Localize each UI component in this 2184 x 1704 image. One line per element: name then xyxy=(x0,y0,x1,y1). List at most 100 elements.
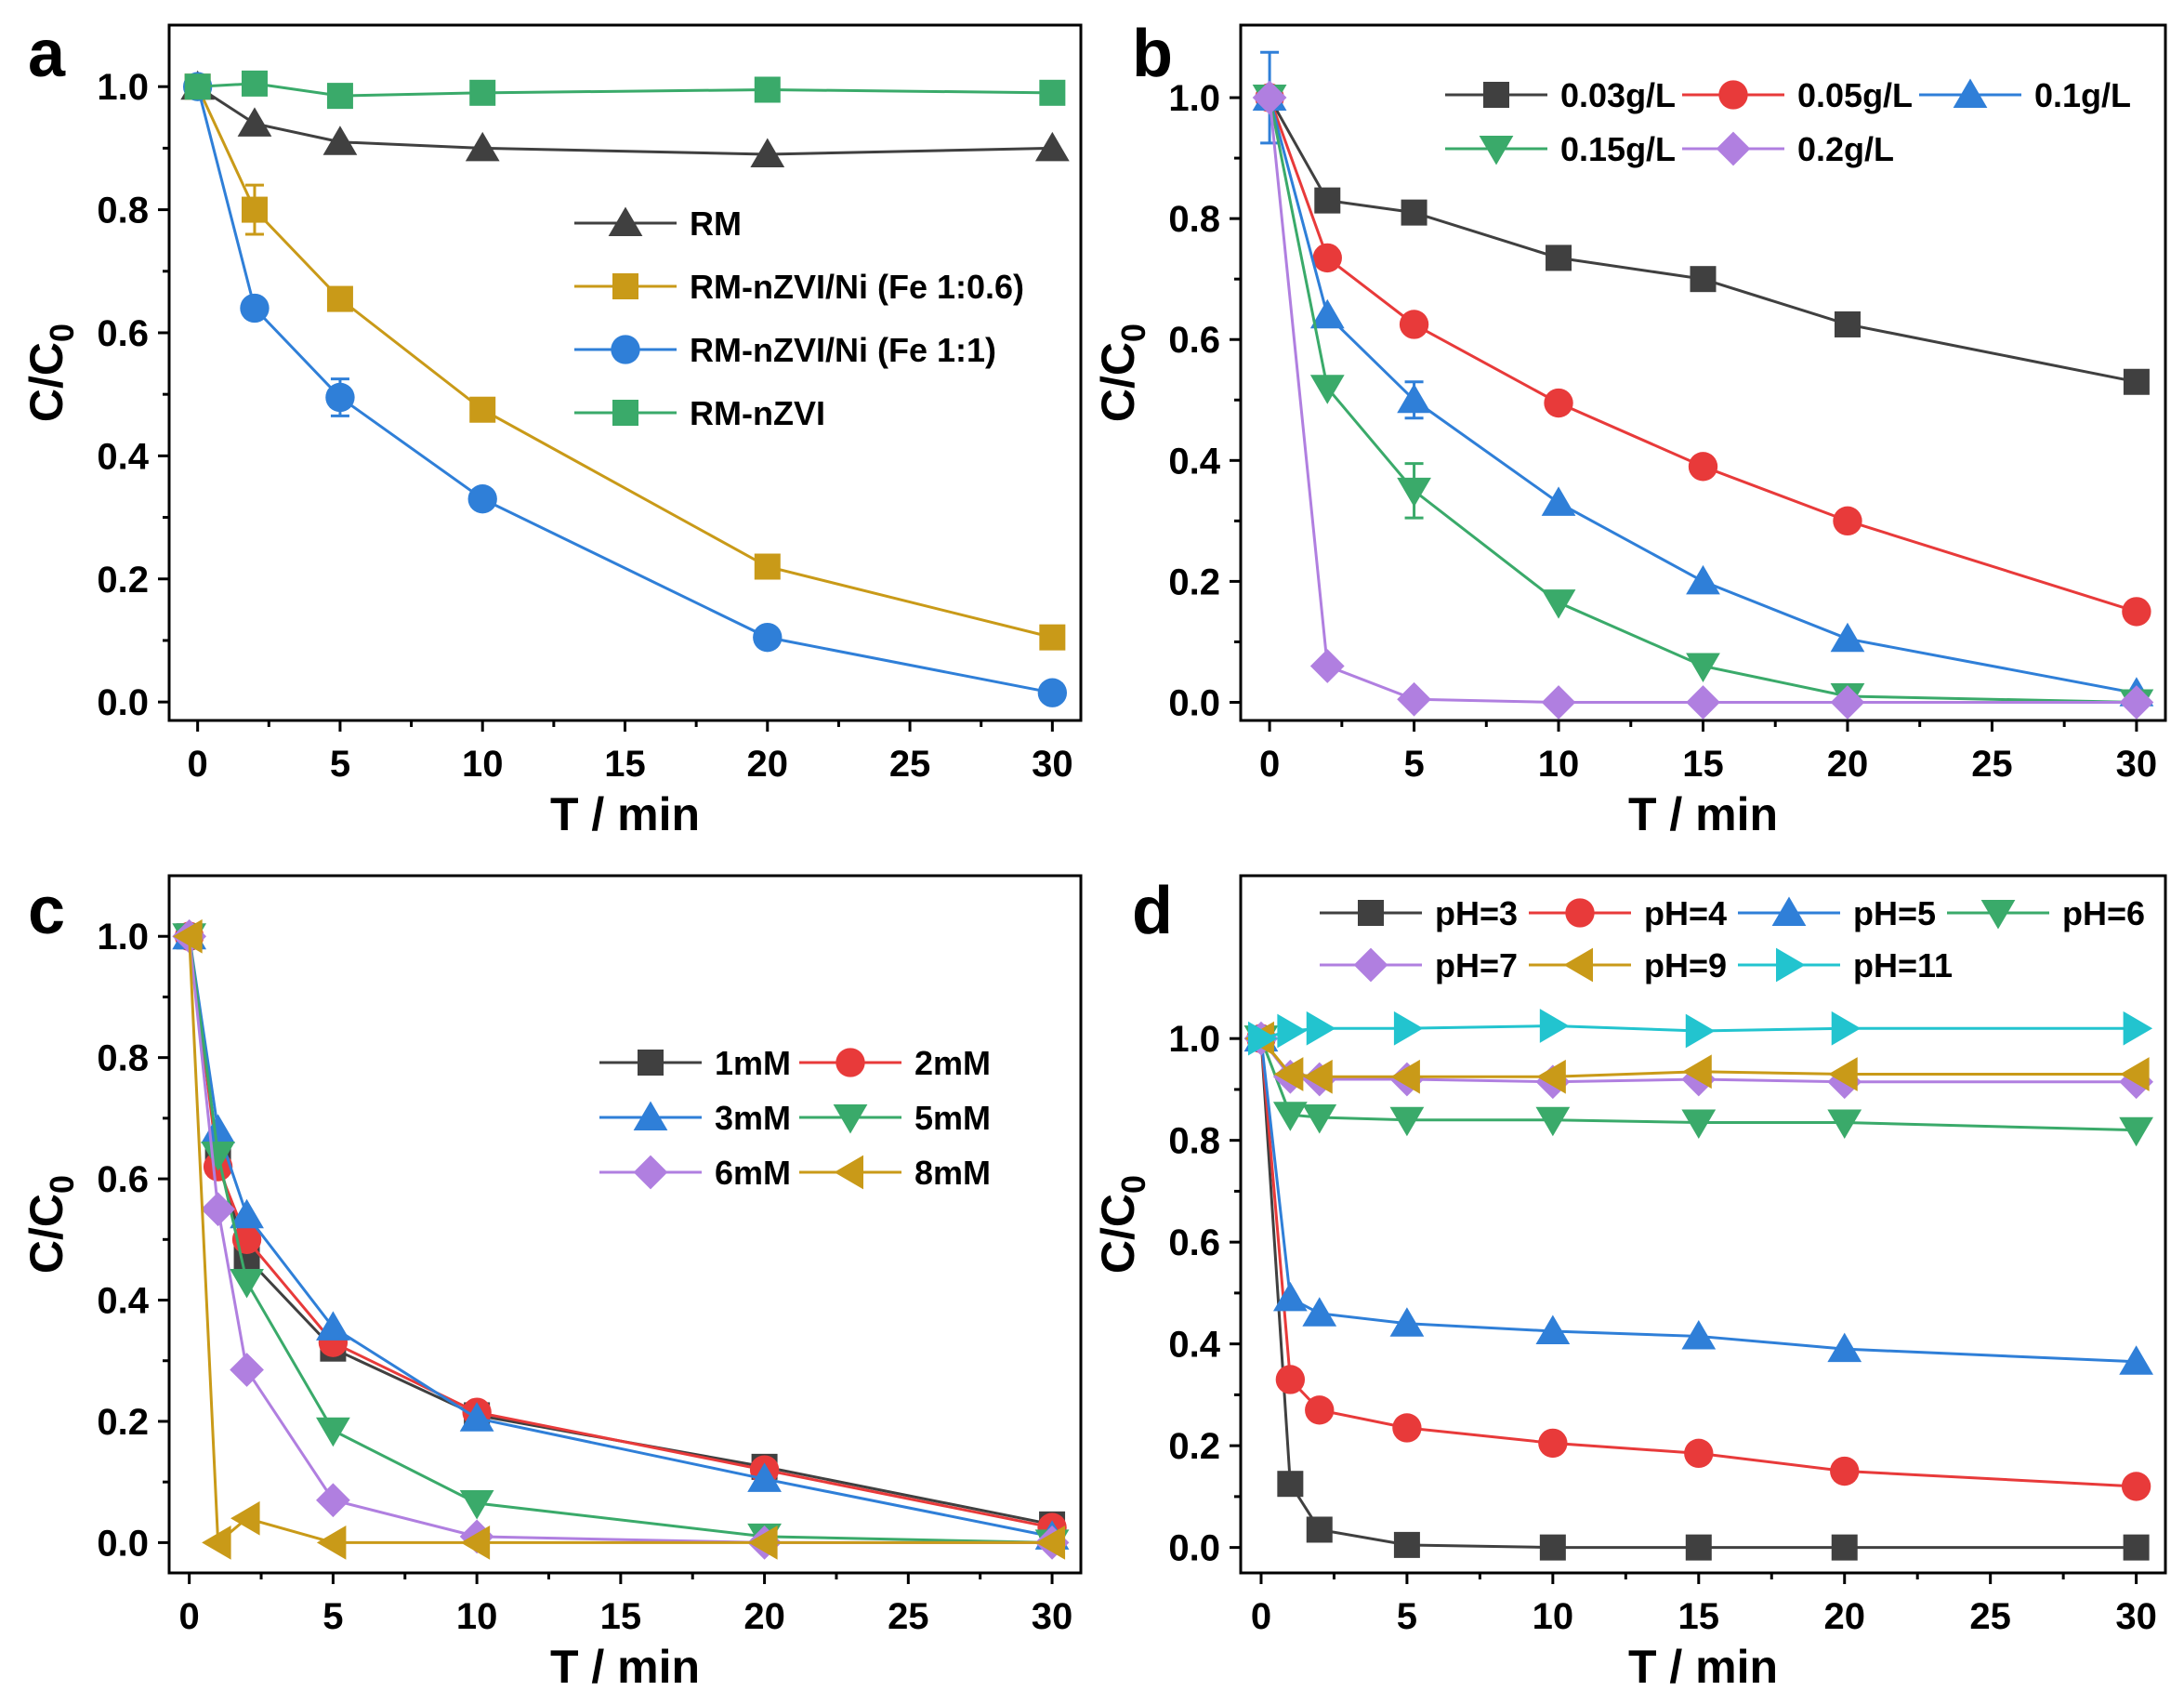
data-point xyxy=(1828,1057,1858,1091)
data-point xyxy=(1830,622,1865,653)
data-point xyxy=(467,484,497,514)
y-tick-label: 0.6 xyxy=(97,313,149,354)
legend-marker xyxy=(1771,896,1807,926)
data-point xyxy=(2119,1116,2153,1147)
y-tick-label: 0.2 xyxy=(97,1402,149,1443)
legend-label: pH=6 xyxy=(2062,894,2145,932)
legend-marker xyxy=(633,1155,668,1190)
data-point xyxy=(1686,653,1720,682)
legend-marker xyxy=(608,206,643,236)
x-axis-label: T / min xyxy=(550,1641,700,1693)
legend-item: 6mM xyxy=(599,1154,791,1192)
x-tick-label: 30 xyxy=(2115,1596,2157,1637)
data-point xyxy=(241,196,268,223)
legend-item: pH=7 xyxy=(1320,946,1518,984)
legend-marker xyxy=(1479,136,1514,165)
data-point xyxy=(1397,681,1431,717)
series-line xyxy=(1268,97,2137,704)
data-point xyxy=(1277,1471,1304,1498)
data-point xyxy=(1690,266,1717,293)
data-point xyxy=(465,131,500,162)
data-point xyxy=(230,1198,264,1229)
data-point xyxy=(1312,243,1342,273)
y-tick-label: 0.8 xyxy=(1168,199,1220,240)
y-axis-label-main: C/C xyxy=(1092,1194,1144,1274)
x-tick-label: 10 xyxy=(456,1596,498,1637)
legend-label: 3mM xyxy=(715,1099,791,1137)
series-RM-nZVI/Ni (Fe 1:1) xyxy=(182,72,1068,707)
series-line xyxy=(1268,97,2137,704)
data-point xyxy=(1831,1534,1858,1561)
x-tick-label: 25 xyxy=(1971,744,2013,785)
x-tick-label: 5 xyxy=(322,1596,343,1637)
data-point xyxy=(1535,1314,1571,1344)
legend-item: pH=6 xyxy=(1947,894,2145,932)
data-point xyxy=(1302,1104,1337,1134)
x-tick-label: 0 xyxy=(1259,744,1280,785)
series-0.2g/L xyxy=(1252,80,2154,720)
series-5mM xyxy=(172,923,1070,1559)
series-line xyxy=(188,936,1053,1546)
x-axis-label: T / min xyxy=(550,788,700,840)
data-point xyxy=(326,83,353,110)
x-tick-label: 30 xyxy=(1032,744,1073,785)
legend-label: RM-nZVI/Ni (Fe 1:1) xyxy=(690,331,996,369)
y-tick-label: 0.0 xyxy=(97,682,149,723)
legend-item: 0.15g/L xyxy=(1445,130,1676,168)
legend-item: RM xyxy=(574,205,742,243)
legend: pH=3 pH=4 pH=5 pH=6 pH=7 pH=9 pH=11 xyxy=(1320,894,2145,984)
legend: 0.03g/L 0.05g/L 0.1g/L 0.15g/L 0.2g/L xyxy=(1445,76,2131,168)
y-tick-label: 1.0 xyxy=(97,67,149,108)
panel-letter: a xyxy=(28,17,66,91)
legend-marker xyxy=(835,1048,865,1077)
legend-item: 3mM xyxy=(599,1099,791,1137)
legend-item: 5mM xyxy=(799,1099,991,1137)
plot-frame xyxy=(1239,874,2167,1575)
x-tick-label: 15 xyxy=(1678,1596,1720,1637)
series-line xyxy=(197,82,1053,98)
series-line xyxy=(196,86,1053,694)
y-axis-label-subscript: 0 xyxy=(1114,324,1152,342)
legend-marker xyxy=(1353,947,1388,983)
y-axis-label-main: C/C xyxy=(20,342,72,422)
data-point xyxy=(1035,1526,1066,1560)
data-point xyxy=(1686,685,1720,720)
y-tick-label: 0.4 xyxy=(1168,441,1220,482)
data-point xyxy=(1390,1059,1420,1094)
x-tick-label: 5 xyxy=(1397,1596,1417,1637)
data-point xyxy=(1393,1531,1420,1558)
legend-marker xyxy=(1483,82,1509,108)
x-tick-label: 15 xyxy=(604,744,646,785)
x-tick-label: 10 xyxy=(462,744,504,785)
data-point xyxy=(2122,597,2151,627)
data-point xyxy=(173,918,203,954)
plot-frame xyxy=(167,23,1083,722)
data-point xyxy=(1247,1021,1278,1056)
plot-frame xyxy=(1239,23,2167,722)
data-point xyxy=(1541,589,1576,619)
y-tick-label: 1.0 xyxy=(1168,78,1220,119)
data-point xyxy=(1306,1011,1336,1046)
y-tick-label: 0.2 xyxy=(1168,1426,1220,1467)
legend-marker xyxy=(833,1104,868,1134)
y-tick-label: 0.4 xyxy=(1168,1325,1220,1366)
data-point xyxy=(1389,1106,1425,1137)
series-3mM xyxy=(172,919,1070,1550)
data-point xyxy=(1544,388,1573,418)
legend-label: 2mM xyxy=(914,1044,991,1082)
legend: 1mM 2mM 3mM 5mM 6mM 8mM xyxy=(599,1044,991,1192)
series-line xyxy=(196,86,1053,640)
data-point xyxy=(469,396,496,423)
data-point xyxy=(316,1417,350,1447)
x-tick-label: 20 xyxy=(743,1596,785,1637)
data-point xyxy=(1541,685,1576,720)
data-point xyxy=(1833,506,1862,536)
legend-marker xyxy=(1716,131,1751,166)
x-tick-label: 25 xyxy=(889,744,931,785)
data-point xyxy=(1535,1106,1571,1137)
data-point xyxy=(750,138,785,168)
data-point xyxy=(1277,1013,1307,1049)
legend: RM RM-nZVI/Ni (Fe 1:0.6) RM-nZVI/Ni (Fe 1:… xyxy=(574,205,1024,432)
legend-item: pH=11 xyxy=(1738,946,1953,984)
y-tick-label: 0.4 xyxy=(97,436,149,477)
